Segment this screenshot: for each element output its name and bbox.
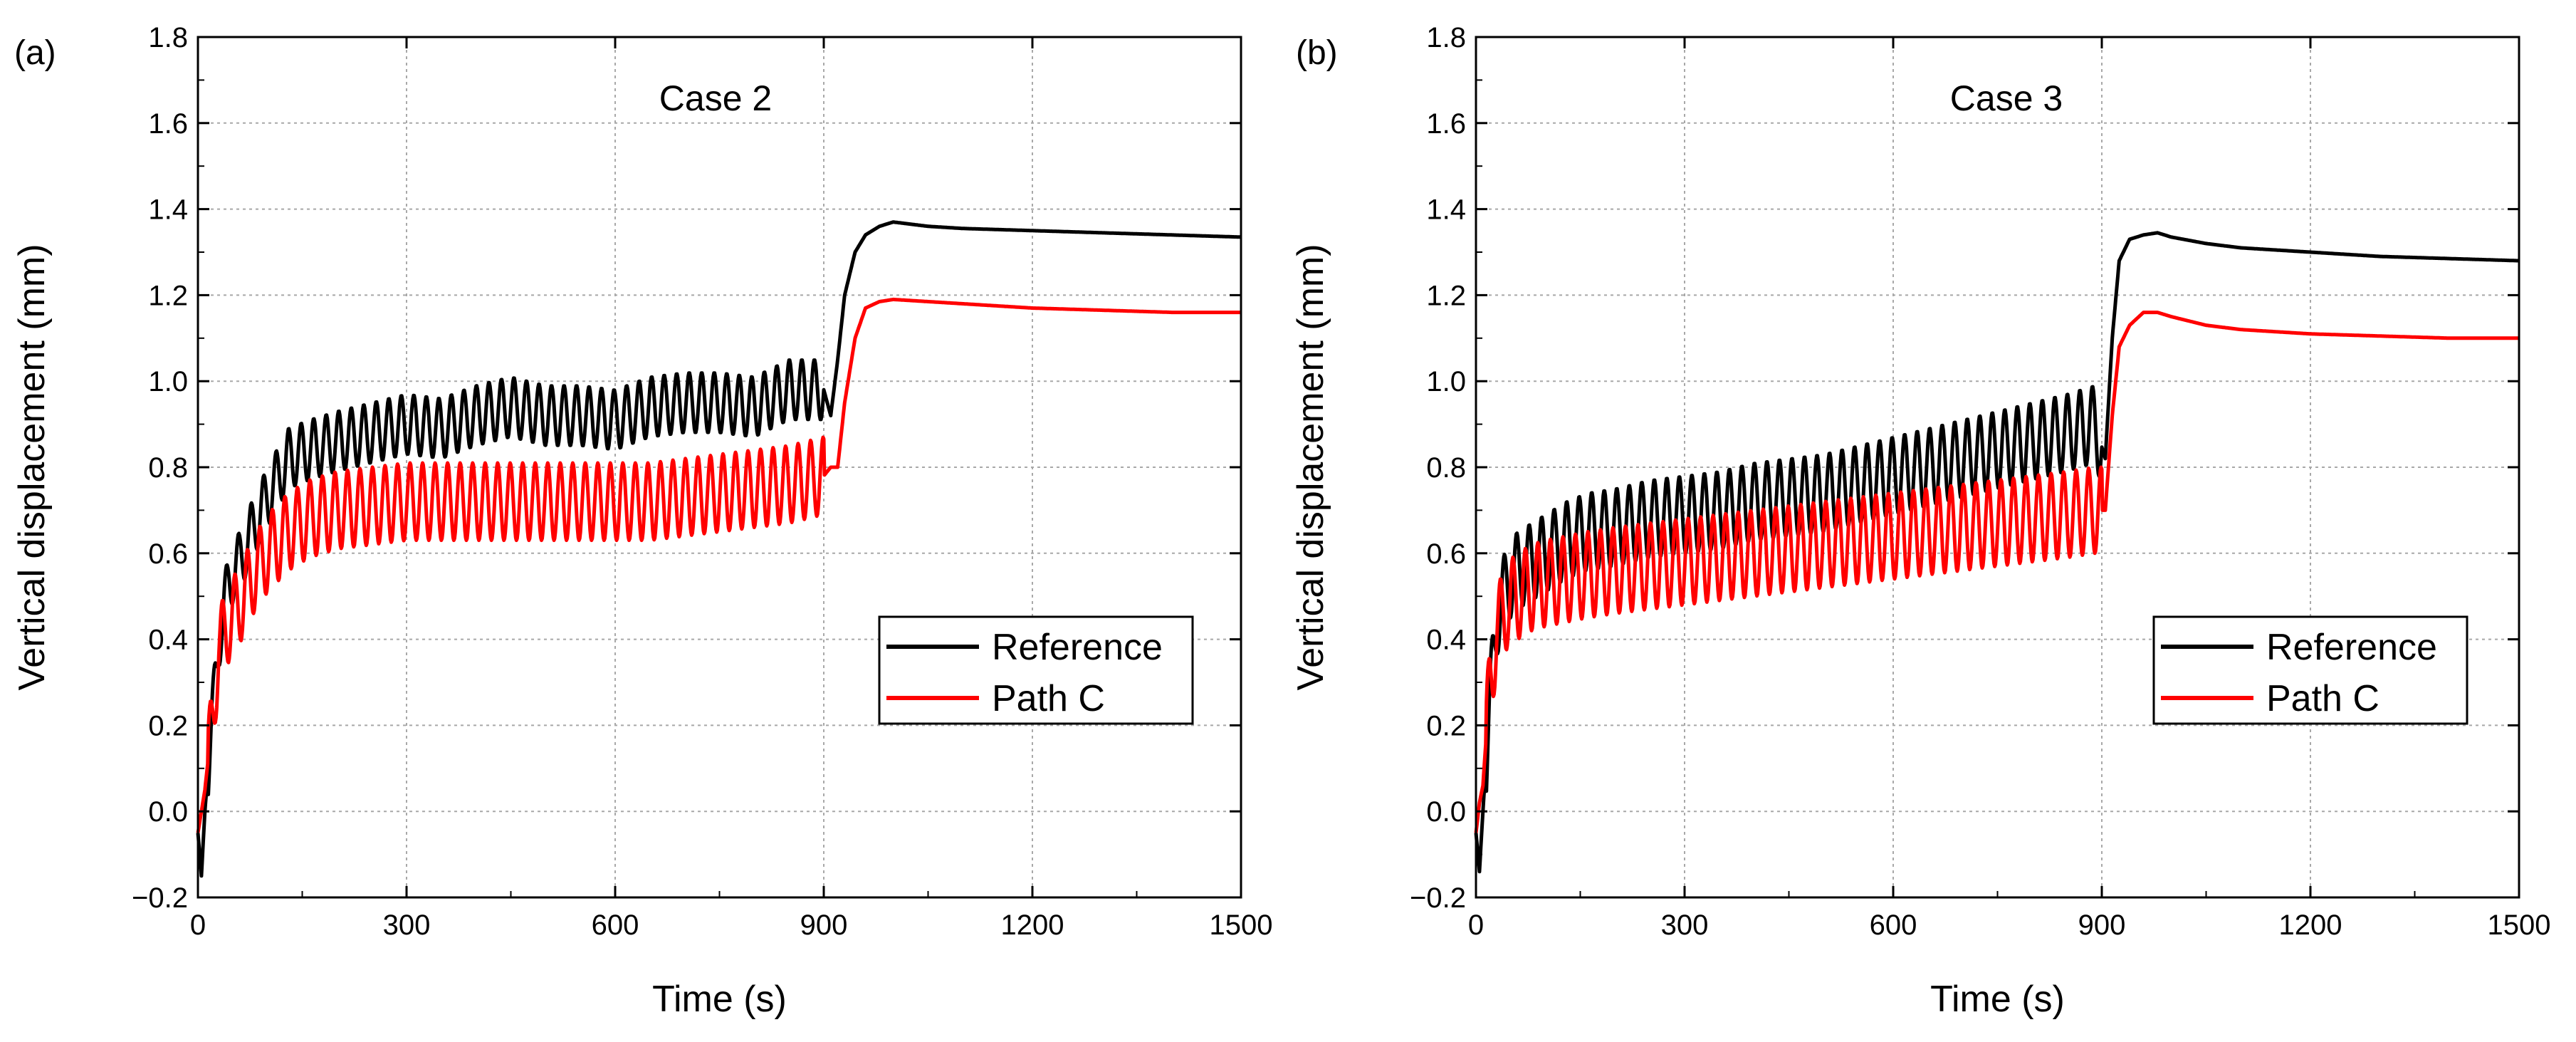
y-tick-label: 0.2 — [148, 710, 188, 741]
y-tick-label: −0.2 — [132, 882, 188, 914]
y-axis-label: Vertical displacement (mm) — [1290, 244, 1331, 690]
series-line-reference — [196, 220, 1242, 878]
chart-panel-a: 0 300 600 900 1200 1500 −0.2 0.0 0.2 0.4 0.6 0.8 1.0… — [11, 22, 1272, 1020]
legend-label: Reference — [2266, 627, 2437, 668]
x-tick-label: 1200 — [1001, 910, 1064, 941]
legend: Reference Path C — [878, 615, 1194, 725]
legend-label: Path C — [2266, 678, 2379, 719]
case-annotation: Case 3 — [1950, 78, 2063, 118]
y-tick-label: −0.2 — [1410, 882, 1466, 914]
y-tick-label: 1.4 — [148, 194, 188, 226]
y-tick-label: 0.0 — [148, 796, 188, 828]
x-tick-label: 1500 — [2488, 910, 2551, 941]
y-tick-label: 1.0 — [1426, 366, 1466, 397]
y-axis-label: Vertical displacement (mm) — [11, 244, 53, 690]
x-tick-label: 900 — [800, 910, 848, 941]
panel-label: (b) — [1296, 34, 1338, 72]
y-tick-label: 0.8 — [148, 452, 188, 484]
x-tick-label: 600 — [1870, 910, 1917, 941]
x-axis-label: Time (s) — [652, 979, 787, 1020]
y-tick-label: 0.2 — [1426, 710, 1466, 741]
y-tick-label: 1.0 — [148, 366, 188, 397]
case-annotation: Case 2 — [659, 78, 772, 118]
y-tick-label: 1.4 — [1426, 194, 1466, 226]
chart-panel-b: 0 300 600 900 1200 1500 −0.2 0.0 0.2 0.4 0.6 0.8 1.0… — [1290, 22, 2550, 1020]
x-tick-label: 1500 — [1210, 910, 1273, 941]
y-tick-label: 0.6 — [1426, 538, 1466, 570]
grid — [198, 37, 1241, 897]
x-tick-label: 0 — [190, 910, 206, 941]
y-tick-label: 1.6 — [1426, 108, 1466, 140]
y-tick-label: 1.8 — [1426, 22, 1466, 53]
x-tick-label: 300 — [383, 910, 431, 941]
y-tick-label: 1.2 — [148, 280, 188, 311]
series-line-path-c — [1474, 311, 2520, 833]
y-tick-label: 1.8 — [148, 22, 188, 53]
x-tick-label: 600 — [592, 910, 639, 941]
x-axis-label: Time (s) — [1930, 979, 2065, 1020]
y-tick-label: 0.0 — [1426, 796, 1466, 828]
y-tick-label: 0.6 — [148, 538, 188, 570]
x-tick-label: 1200 — [2279, 910, 2342, 941]
legend-box — [878, 615, 1194, 725]
panel-label: (a) — [14, 34, 56, 72]
x-tick-label: 900 — [2078, 910, 2126, 941]
x-tick-label: 300 — [1661, 910, 1709, 941]
y-tick-label: 0.4 — [148, 625, 188, 656]
y-tick-label: 1.2 — [1426, 280, 1466, 311]
legend: Reference Path C — [2152, 615, 2468, 725]
y-tick-label: 1.6 — [148, 108, 188, 140]
y-tick-label: 0.4 — [1426, 625, 1466, 656]
y-tick-label: 0.8 — [1426, 452, 1466, 484]
legend-box — [2152, 615, 2468, 725]
legend-label: Path C — [992, 678, 1105, 719]
x-tick-label: 0 — [1468, 910, 1484, 941]
legend-label: Reference — [992, 627, 1163, 668]
series-line-path-c — [196, 297, 1242, 833]
